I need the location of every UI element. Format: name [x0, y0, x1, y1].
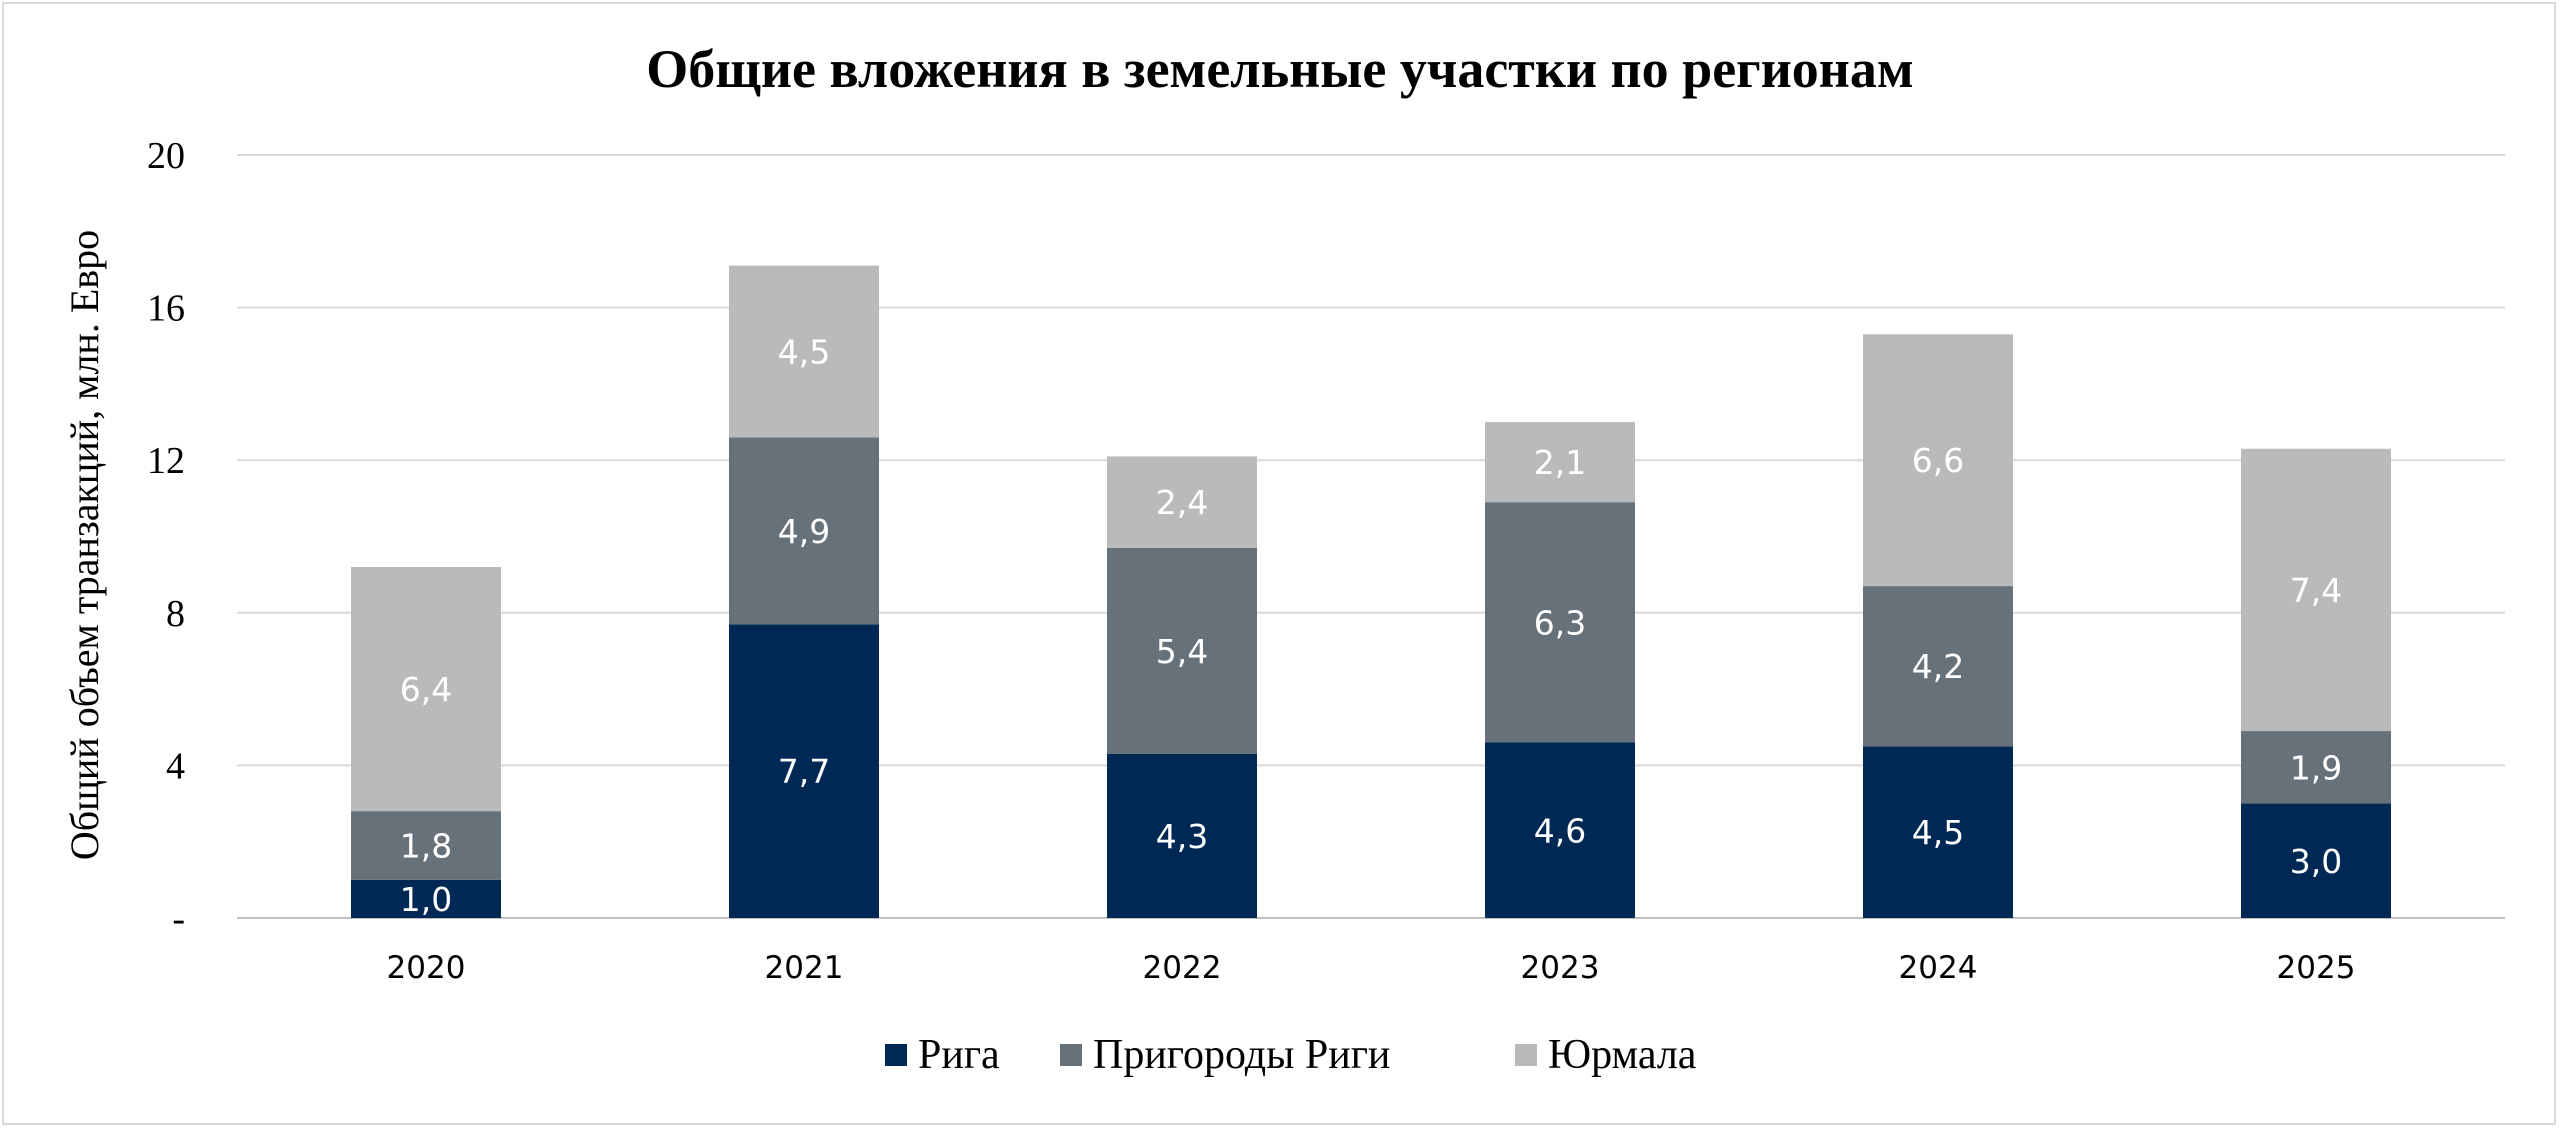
data-label: 4,5 — [778, 332, 830, 371]
data-label: 2,1 — [1534, 443, 1586, 482]
bar-segment — [2241, 803, 2391, 918]
y-axis-label: Общий объем транзакций, млн. Евро — [62, 230, 107, 860]
bar-segment — [2241, 731, 2391, 804]
data-label: 5,4 — [1156, 632, 1208, 671]
x-tick-label: 2022 — [1143, 950, 1222, 986]
data-label: 1,8 — [400, 827, 452, 866]
data-label: 1,9 — [2290, 748, 2342, 787]
bar-segment — [351, 811, 501, 880]
data-label: 3,0 — [2290, 842, 2342, 881]
data-label: 2,4 — [1156, 483, 1208, 522]
data-label: 7,7 — [778, 752, 830, 791]
bar-segment — [729, 265, 879, 438]
legend-swatch — [1060, 1044, 1082, 1066]
data-label: 6,3 — [1534, 603, 1586, 642]
y-tick-label: - — [172, 898, 185, 940]
legend-label: Рига — [918, 1032, 1000, 1078]
gridlines — [237, 154, 2505, 919]
y-tick-label: 20 — [147, 135, 185, 177]
data-label: 6,6 — [1912, 441, 1964, 480]
x-tick-label: 2025 — [2277, 950, 2356, 986]
bars — [351, 265, 2391, 918]
legend: Рига Пригороды Риги Юрмала — [885, 1032, 1697, 1078]
data-label: 7,4 — [2290, 571, 2342, 610]
bar-segment — [1107, 456, 1257, 548]
bar-segment — [1485, 742, 1635, 918]
bar-segment — [1485, 502, 1635, 743]
x-tick-label: 2021 — [765, 950, 844, 986]
y-tick-label: 12 — [147, 440, 185, 482]
bar-segment — [729, 437, 879, 625]
y-tick-label: 8 — [166, 593, 185, 635]
data-label: 4,5 — [1912, 813, 1964, 852]
bar-segment — [1863, 746, 2013, 918]
y-tick-label: 4 — [166, 745, 185, 787]
bar-segment — [1863, 334, 2013, 587]
bar-segment — [2241, 448, 2391, 732]
data-label: 4,2 — [1912, 647, 1964, 686]
chart-title: Общие вложения в земельные участки по ре… — [646, 39, 1913, 99]
data-label: 4,9 — [778, 512, 830, 551]
bar-segment — [1107, 547, 1257, 754]
bar-segment — [351, 879, 501, 918]
legend-label: Юрмала — [1548, 1032, 1697, 1078]
data-label: 1,0 — [400, 880, 452, 919]
legend-swatch — [1515, 1044, 1537, 1066]
data-label: 4,6 — [1534, 811, 1586, 850]
x-tick-label: 2024 — [1899, 950, 1978, 986]
y-tick-label: 16 — [147, 288, 185, 330]
x-axis-ticks: 2020 2021 2022 2023 2024 2025 — [387, 950, 2356, 986]
bar-segment — [1863, 586, 2013, 747]
bar-segment — [351, 567, 501, 812]
legend-swatch — [885, 1044, 907, 1066]
bar-segment — [729, 624, 879, 918]
data-labels: 1,0 1,8 6,4 7,7 4,9 4,5 4,3 5,4 2,4 4,6 6,3 2,1 4,5 4… — [400, 332, 2342, 918]
data-label: 4,3 — [1156, 817, 1208, 856]
bar-segment — [1485, 422, 1635, 503]
bar-segment — [1107, 753, 1257, 918]
x-tick-label: 2020 — [387, 950, 466, 986]
x-tick-label: 2023 — [1521, 950, 1600, 986]
legend-label: Пригороды Риги — [1093, 1032, 1390, 1078]
y-axis-ticks: - 4 8 12 16 20 — [147, 135, 185, 940]
data-label: 6,4 — [400, 670, 452, 709]
